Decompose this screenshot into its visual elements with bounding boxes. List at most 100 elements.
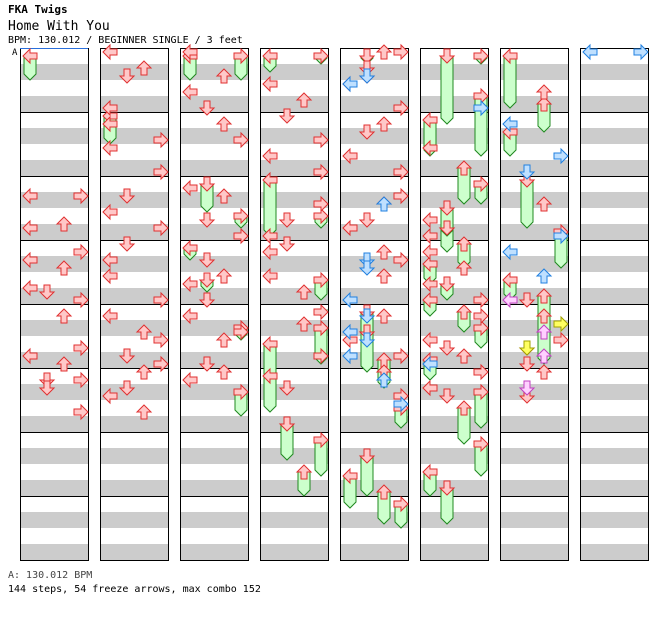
beat-stripe — [20, 544, 88, 560]
step-arrow — [22, 279, 38, 297]
step-arrow — [102, 139, 118, 157]
blue-step-arrow — [342, 75, 358, 93]
freeze-head-arrow — [473, 47, 489, 65]
beat-stripe — [260, 384, 328, 400]
blue-step-arrow — [502, 243, 518, 261]
freeze-head-arrow — [535, 288, 553, 304]
step-arrow — [375, 308, 393, 324]
step-arrow — [215, 364, 233, 380]
blue-step-arrow — [342, 291, 358, 309]
blue-step-arrow — [518, 164, 536, 180]
step-arrow — [313, 163, 329, 181]
beat-stripe — [20, 448, 88, 464]
step-arrow — [455, 260, 473, 276]
freeze-head-arrow — [455, 400, 473, 416]
step-arrow — [153, 219, 169, 237]
beat-stripe — [580, 384, 648, 400]
beat-stripe — [180, 128, 248, 144]
freeze-head-arrow — [262, 335, 278, 353]
freeze-head-arrow — [342, 467, 358, 485]
beat-stripe — [260, 128, 328, 144]
beat-stripe — [260, 544, 328, 560]
pink-step-arrow — [535, 348, 553, 364]
step-arrow — [38, 284, 56, 300]
freeze-head-arrow — [313, 303, 329, 321]
beat-stripe — [180, 320, 248, 336]
step-arrow — [22, 347, 38, 365]
step-arrow — [375, 268, 393, 284]
step-arrow — [278, 108, 296, 124]
step-arrow — [518, 356, 536, 372]
step-arrow — [198, 356, 216, 372]
chart-column — [420, 48, 489, 561]
beat-stripe — [20, 288, 88, 304]
beat-stripe — [100, 448, 168, 464]
beat-stripe — [20, 96, 88, 112]
beat-stripe — [180, 160, 248, 176]
beat-stripe — [580, 512, 648, 528]
freeze-head-arrow — [262, 47, 278, 65]
freeze-head-arrow — [358, 448, 376, 464]
step-arrow — [135, 60, 153, 76]
beat-stripe — [500, 384, 568, 400]
step-arrow — [135, 324, 153, 340]
step-arrow — [278, 212, 296, 228]
step-arrow — [182, 307, 198, 325]
beat-stripe — [340, 512, 408, 528]
beat-stripe — [20, 512, 88, 528]
step-arrow — [55, 260, 73, 276]
step-arrow — [553, 331, 569, 349]
step-arrow — [422, 379, 438, 397]
beat-stripe — [340, 384, 408, 400]
chart-column — [500, 48, 569, 561]
beat-stripe — [500, 416, 568, 432]
step-arrow — [153, 331, 169, 349]
step-arrow — [135, 404, 153, 420]
step-arrow — [393, 187, 409, 205]
step-arrow — [55, 356, 73, 372]
step-arrow — [215, 268, 233, 284]
beat-stripe — [420, 96, 488, 112]
step-arrow — [233, 131, 249, 149]
freeze-head-arrow — [182, 239, 198, 257]
chart-column — [580, 48, 649, 561]
beat-stripe — [100, 192, 168, 208]
freeze-head-arrow — [313, 47, 329, 65]
step-arrow — [375, 116, 393, 132]
chart-column — [260, 48, 329, 561]
blue-step-arrow — [393, 395, 409, 413]
beat-stripe — [20, 416, 88, 432]
step-arrow — [73, 371, 89, 389]
step-arrow — [535, 364, 553, 380]
beat-stripe — [580, 448, 648, 464]
step-arrow — [262, 267, 278, 285]
step-arrow — [422, 331, 438, 349]
blue-step-arrow — [502, 115, 518, 133]
freeze-arrow — [503, 55, 517, 109]
beat-stripe — [420, 512, 488, 528]
beat-stripe — [100, 352, 168, 368]
freeze-head-arrow — [473, 383, 489, 401]
beat-stripe — [100, 288, 168, 304]
beat-stripe — [580, 288, 648, 304]
freeze-head-arrow — [198, 272, 216, 288]
step-arrow — [262, 227, 278, 245]
beat-stripe — [260, 64, 328, 80]
freeze-head-arrow — [438, 200, 456, 216]
step-arrow — [55, 216, 73, 232]
step-arrow — [313, 195, 329, 213]
chart-column — [100, 48, 169, 561]
step-arrow — [535, 308, 553, 324]
beat-stripe — [420, 448, 488, 464]
step-arrow — [118, 380, 136, 396]
beat-stripe — [100, 416, 168, 432]
beat-stripe — [180, 544, 248, 560]
beat-stripe — [180, 480, 248, 496]
step-arrow — [38, 380, 56, 396]
beat-stripe — [500, 160, 568, 176]
step-arrow — [438, 388, 456, 404]
beat-stripe — [340, 256, 408, 272]
step-arrow — [118, 68, 136, 84]
beat-stripe — [180, 96, 248, 112]
